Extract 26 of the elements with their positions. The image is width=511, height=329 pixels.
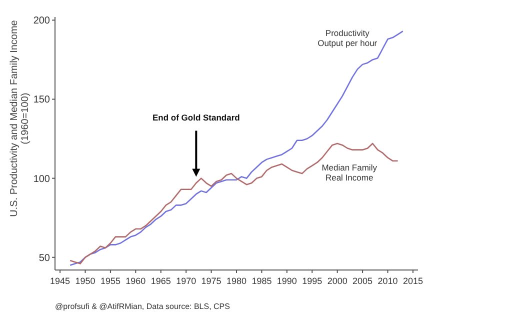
series-label: Productivity Output per hour	[318, 28, 378, 48]
text: @profsufi & @AtifRMian, Data source: BLS, CPS	[55, 302, 230, 311]
x-tick-label: 1985	[252, 276, 272, 286]
y-tick-label: 150	[33, 94, 50, 106]
x-tick-label: 1965	[150, 276, 171, 286]
x-tick-label: 2000	[327, 276, 348, 286]
series-label: Median Family Real Income	[322, 162, 378, 182]
x-tick-label: 1970	[176, 276, 196, 286]
x-tick-label: 1980	[226, 276, 247, 286]
x-tick-label: 2015	[402, 276, 423, 286]
x-tick-label: 2005	[352, 276, 373, 286]
x-tick-label: 2010	[378, 276, 398, 286]
x-tick-label: 1955	[100, 276, 120, 286]
line-series	[69, 30, 404, 266]
x-tick-label: 1995	[302, 276, 322, 286]
x-tick-label: 1990	[276, 276, 297, 286]
line-series	[69, 142, 398, 264]
y-tick-label: 200	[33, 16, 50, 27]
x-tick-label: 1960	[126, 276, 146, 286]
y-tick-label: 50	[38, 252, 50, 264]
y-axis-title: U.S. Productivity and Median Family Income (1960=100)	[9, 20, 31, 217]
annotation: End of Gold Standard	[152, 112, 240, 123]
y-tick-label: 100	[33, 174, 50, 185]
x-tick-label: 1945	[50, 276, 70, 286]
x-tick-label: 1975	[201, 276, 222, 286]
x-tick-label: 1950	[75, 276, 96, 286]
